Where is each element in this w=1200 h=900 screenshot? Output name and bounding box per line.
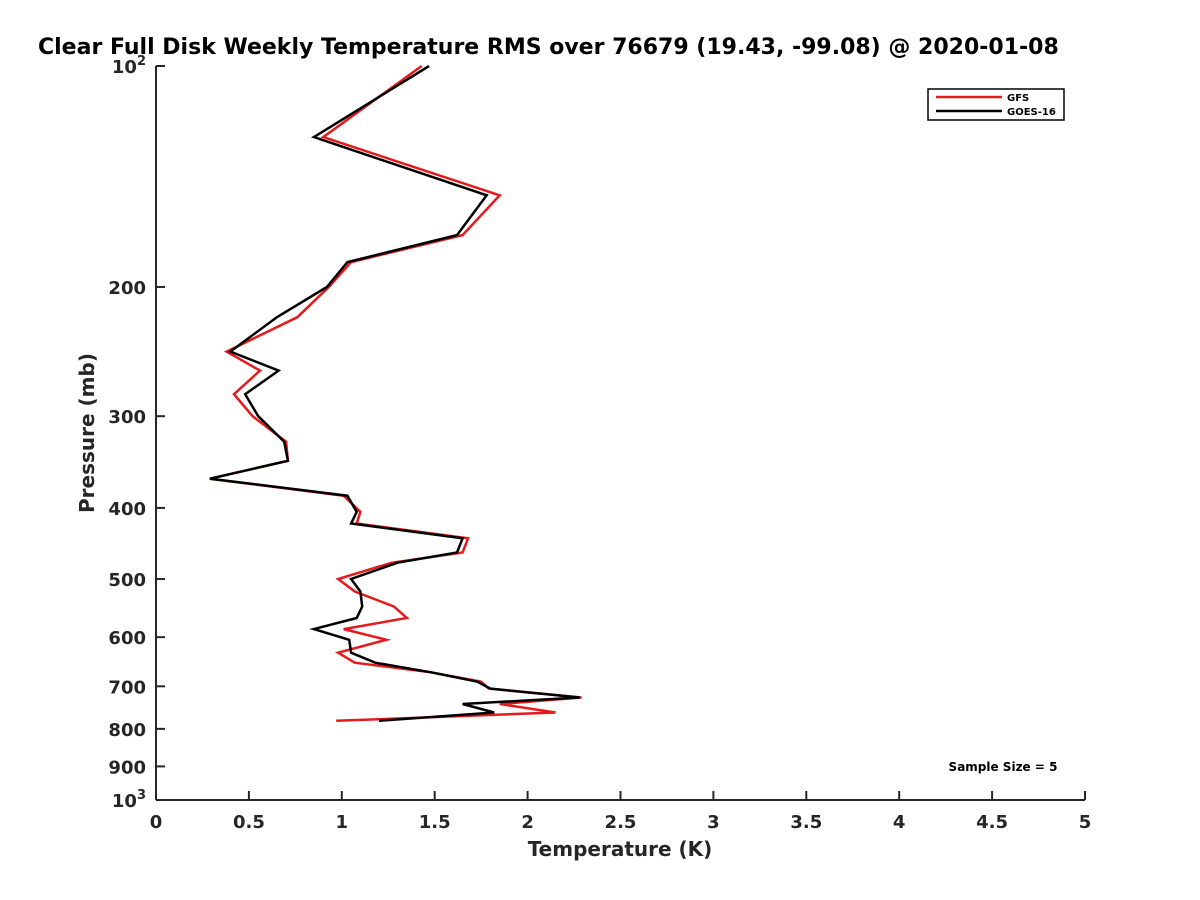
y-axis-label: Pressure (mb) [75,353,99,513]
y-tick-label: 700 [108,677,146,698]
plot-area: 0 0.5 1 1.5 2 2.5 3 3.5 4 4.5 5 102200300400500600… [108,54,1091,833]
series-lines [209,64,582,723]
x-axis-label: Temperature (K) [528,837,713,861]
sample-size-annotation: Sample Size = 5 [949,760,1058,774]
y-tick-label: 800 [108,720,146,741]
y-tick-label: 102 [112,54,146,78]
x-tick-label: 2.5 [605,812,637,833]
y-tick-label: 600 [108,628,146,649]
legend-label-gfs: GFS [1007,93,1029,104]
series-line-goes-16 [209,64,580,723]
legend-label-goes-16: GOES-16 [1007,107,1056,118]
x-tick-label: 2 [521,812,534,833]
x-tick-label: 4.5 [976,812,1008,833]
x-tick-label: 1.5 [419,812,451,833]
y-tick-label: 103 [112,788,146,812]
x-tick-label: 4 [893,812,906,833]
y-tick-label: 900 [108,757,146,778]
y-tick-exponent: 2 [137,54,146,69]
legend-box [927,88,1065,121]
y-tick-label: 200 [108,278,146,299]
legend: GFS GOES-16 [927,88,1065,121]
x-tick-label: 0 [150,812,163,833]
y-tick-label: 400 [108,499,146,520]
x-tick-label: 5 [1079,812,1092,833]
y-tick-exponent: 3 [137,788,146,803]
x-tick-label: 3 [707,812,720,833]
x-tick-label: 3.5 [790,812,822,833]
y-tick-label: 500 [108,570,146,591]
x-axis-ticks: 0 0.5 1 1.5 2 2.5 3 3.5 4 4.5 5 [150,791,1092,833]
chart-title: Clear Full Disk Weekly Temperature RMS o… [38,35,1059,60]
x-tick-label: 1 [336,812,349,833]
y-tick-label: 300 [108,407,146,428]
y-tick-base: 10 [112,791,137,812]
y-tick-base: 10 [112,57,137,78]
x-tick-label: 0.5 [233,812,265,833]
